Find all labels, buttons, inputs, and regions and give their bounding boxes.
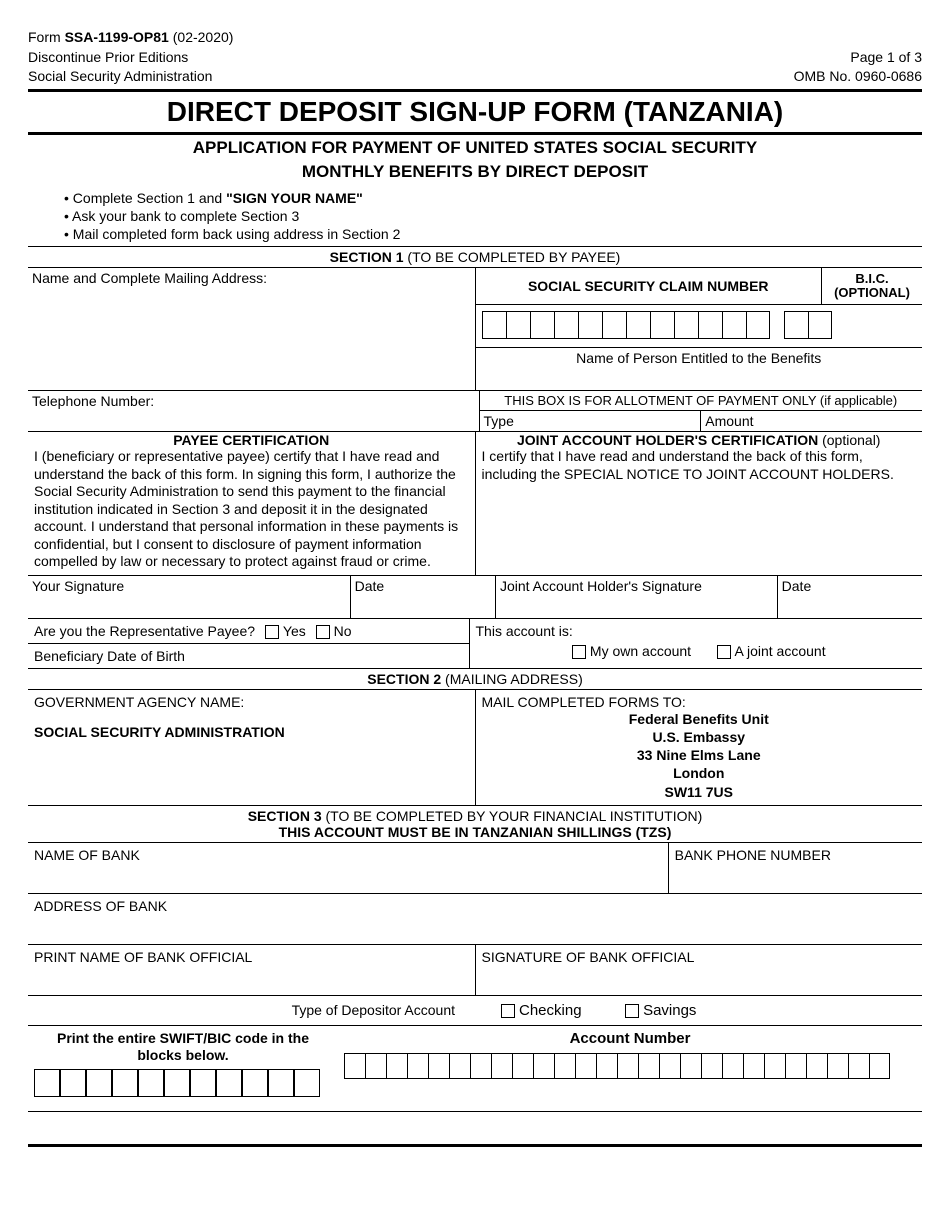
rep-payee-row: Are you the Representative Payee? Yes No <box>28 619 469 644</box>
bic-input-group[interactable] <box>784 311 832 339</box>
page-number: Page 1 of 3 <box>794 48 922 68</box>
header-left: Form SSA-1199-OP81 (02-2020) Discontinue… <box>28 28 233 87</box>
checking-checkbox[interactable] <box>501 1004 515 1018</box>
joint-date-field[interactable]: Date <box>778 576 922 618</box>
ssn-input-group-1[interactable] <box>482 311 770 339</box>
addr-4: London <box>482 764 917 782</box>
joint-cert-title: JOINT ACCOUNT HOLDER'S CERTIFICATION (op… <box>480 432 919 448</box>
telephone-field[interactable]: Telephone Number: <box>28 391 479 431</box>
account-number-input-boxes[interactable] <box>344 1053 916 1079</box>
form-number-line: Form SSA-1199-OP81 (02-2020) <box>28 28 233 48</box>
entitled-label[interactable]: Name of Person Entitled to the Benefits <box>476 347 923 390</box>
omb-number: OMB No. 0960-0686 <box>794 67 922 87</box>
addr-5: SW11 7US <box>482 783 917 801</box>
ssn-area: SOCIAL SECURITY CLAIM NUMBER B.I.C. (OPT… <box>475 268 923 391</box>
joint-signature-field[interactable]: Joint Account Holder's Signature <box>496 576 778 618</box>
account-type-area: This account is: My own account A joint … <box>470 619 923 668</box>
savings-checkbox[interactable] <box>625 1004 639 1018</box>
this-account-label: This account is: <box>476 623 917 639</box>
mailing-block: MAIL COMPLETED FORMS TO: Federal Benefit… <box>476 690 923 805</box>
bank-phone-field[interactable]: BANK PHONE NUMBER <box>668 843 922 893</box>
discontinue-line: Discontinue Prior Editions <box>28 48 233 68</box>
form-header: Form SSA-1199-OP81 (02-2020) Discontinue… <box>28 28 922 87</box>
ssn-claim-label: SOCIAL SECURITY CLAIM NUMBER <box>476 268 823 305</box>
instructions: • Complete Section 1 and "SIGN YOUR NAME… <box>64 189 922 244</box>
joint-cert-text: I certify that I have read and understan… <box>480 448 919 483</box>
instruction-3: • Mail completed form back using address… <box>64 225 922 243</box>
addr-1: Federal Benefits Unit <box>482 710 917 728</box>
bank-name-field[interactable]: NAME OF BANK <box>28 843 668 893</box>
bank-address-field[interactable]: ADDRESS OF BANK <box>28 894 922 944</box>
no-checkbox[interactable] <box>316 625 330 639</box>
allotment-type-field[interactable]: Type <box>480 411 702 431</box>
subtitle-2: MONTHLY BENEFITS BY DIRECT DEPOSIT <box>28 161 922 183</box>
yes-checkbox[interactable] <box>265 625 279 639</box>
rep-payee-label: Are you the Representative Payee? <box>34 623 255 639</box>
header-right: Page 1 of 3 OMB No. 0960-0686 <box>794 28 922 87</box>
telephone-label: Telephone Number: <box>32 393 154 409</box>
addr-2: U.S. Embassy <box>482 728 917 746</box>
agency-name: SOCIAL SECURITY ADMINISTRATION <box>34 724 469 740</box>
official-sig-field[interactable]: SIGNATURE OF BANK OFFICIAL <box>475 945 923 995</box>
allotment-area: THIS BOX IS FOR ALLOTMENT OF PAYMENT ONL… <box>479 391 923 431</box>
mail-to-label: MAIL COMPLETED FORMS TO: <box>482 694 917 710</box>
own-account-checkbox[interactable] <box>572 645 586 659</box>
subtitle-1: APPLICATION FOR PAYMENT OF UNITED STATES… <box>28 137 922 159</box>
your-signature-field[interactable]: Your Signature <box>28 576 351 618</box>
payee-cert-text: I (beneficiary or representative payee) … <box>32 448 471 571</box>
payee-cert-title: PAYEE CERTIFICATION <box>32 432 471 448</box>
name-address-area: Name and Complete Mailing Address: <box>28 268 475 391</box>
swift-area: Print the entire SWIFT/BIC code in the b… <box>28 1026 338 1102</box>
joint-account-checkbox[interactable] <box>717 645 731 659</box>
depositor-type-label: Type of Depositor Account <box>34 1002 495 1018</box>
dob-field[interactable]: Beneficiary Date of Birth <box>28 644 469 668</box>
addr-3: 33 Nine Elms Lane <box>482 746 917 764</box>
allotment-label: THIS BOX IS FOR ALLOTMENT OF PAYMENT ONL… <box>480 391 923 410</box>
joint-certification: JOINT ACCOUNT HOLDER'S CERTIFICATION (op… <box>475 432 923 575</box>
instruction-1: • Complete Section 1 and "SIGN YOUR NAME… <box>64 189 922 207</box>
official-print-field[interactable]: PRINT NAME OF BANK OFFICIAL <box>28 945 475 995</box>
section-1-header: SECTION 1 (TO BE COMPLETED BY PAYEE) <box>28 246 922 268</box>
account-number-label: Account Number <box>344 1030 916 1047</box>
section-3-header: SECTION 3 (TO BE COMPLETED BY YOUR FINAN… <box>28 806 922 843</box>
section-2-header: SECTION 2 (MAILING ADDRESS) <box>28 668 922 690</box>
swift-label: Print the entire SWIFT/BIC code in the b… <box>34 1030 332 1064</box>
instruction-2: • Ask your bank to complete Section 3 <box>64 207 922 225</box>
agency-block: GOVERNMENT AGENCY NAME: SOCIAL SECURITY … <box>28 690 476 805</box>
bic-label: B.I.C. (OPTIONAL) <box>822 268 922 305</box>
agency-name-label: GOVERNMENT AGENCY NAME: <box>34 694 469 710</box>
your-date-field[interactable]: Date <box>351 576 496 618</box>
allotment-amount-field[interactable]: Amount <box>701 411 922 431</box>
main-title: DIRECT DEPOSIT SIGN-UP FORM (TANZANIA) <box>28 96 922 128</box>
name-address-label[interactable]: Name and Complete Mailing Address: <box>28 268 475 378</box>
account-number-area: Account Number <box>338 1026 922 1102</box>
agency-line: Social Security Administration <box>28 67 233 87</box>
swift-input-boxes[interactable] <box>34 1069 332 1097</box>
payee-certification: PAYEE CERTIFICATION I (beneficiary or re… <box>28 432 475 575</box>
